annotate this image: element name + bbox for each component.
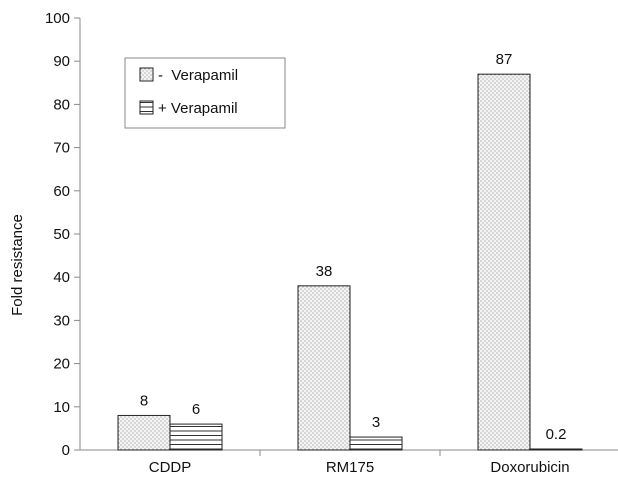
bar-minus-verapamil [117,414,171,451]
y-tick-label: 20 [53,356,70,373]
y-tick-label: 40 [53,269,70,286]
legend-label-plus-verapamil: + Verapamil [158,100,238,117]
bar-minus-verapamil [297,285,351,451]
x-tick-label: CDDP [149,459,192,476]
y-tick-label: 10 [53,399,70,416]
y-tick-label: 0 [62,442,70,459]
bar-plus-verapamil [169,423,223,451]
plot-area: 0 10 20 30 40 50 60 70 80 90 100 CDDP 8 6 RM175 38 3 Doxo… [45,10,618,476]
bar-plus-verapamil [349,436,403,451]
y-tick-label: 100 [45,10,70,27]
y-tick-label: 70 [53,140,70,157]
legend-swatch-plus-verapamil [139,100,154,115]
data-label: 0.2 [546,426,567,443]
y-tick-label: 30 [53,312,70,329]
y-axis-label: Fold resistance [9,214,26,316]
data-label: 8 [140,392,148,409]
legend-swatch-minus-verapamil [139,67,154,82]
x-tick-label: Doxorubicin [490,459,569,476]
data-label: 87 [496,51,513,68]
data-label: 6 [192,401,200,418]
legend: - Verapamil + Verapamil [124,57,286,129]
legend-label-minus-verapamil: - Verapamil [158,67,238,84]
data-label: 3 [372,414,380,431]
y-tick-label: 90 [53,53,70,70]
y-tick-label: 60 [53,183,70,200]
x-tick-label: RM175 [326,459,374,476]
bar-minus-verapamil [477,73,531,451]
data-label: 38 [316,263,333,280]
bar-plus-verapamil [529,448,583,451]
y-tick-label: 80 [53,96,70,113]
y-tick-label: 50 [53,226,70,243]
